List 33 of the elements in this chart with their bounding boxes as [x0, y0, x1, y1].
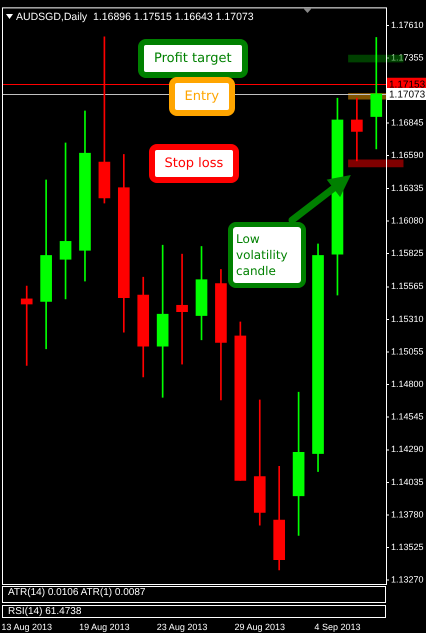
y-tick-label: 1.14290 — [391, 444, 424, 454]
band-label: Stop loss — [148, 144, 240, 183]
y-tick-label: 1.16590 — [391, 150, 424, 160]
y-tick-label: 1.15310 — [391, 314, 424, 324]
y-tick-label: 1.17355 — [391, 52, 424, 62]
x-tick-label: 29 Aug 2013 — [234, 622, 286, 632]
candlestick — [176, 254, 188, 364]
x-tick-label: 13 Aug 2013 — [1, 622, 52, 632]
callout-box: Low volatility candle — [228, 222, 306, 288]
band-label: Profit target — [138, 39, 248, 78]
y-tick-label: 1.14035 — [391, 476, 424, 487]
y-tick-label: 1.15565 — [391, 281, 424, 292]
chart-title: AUDSGD,Daily 1.16896 1.17515 1.16643 1.17073 — [16, 11, 254, 24]
y-tick-label: 1.16845 — [391, 118, 424, 128]
candlestick — [60, 142, 72, 300]
x-tick-label: 19 Aug 2013 — [79, 622, 130, 632]
y-tick-label: 1.15825 — [391, 248, 424, 258]
band-label: Entry — [168, 76, 236, 116]
x-tick-label: 4 Sep 2013 — [314, 622, 360, 632]
y-tick-label: 1.14800 — [391, 379, 424, 390]
y-tick-label: 1.16080 — [391, 215, 424, 226]
y-tick-label: 1.13270 — [391, 574, 424, 585]
y-tick-label: 1.14545 — [391, 412, 424, 422]
text: ATR(14) 0.0106 ATR(1) 0.0087 — [2, 586, 386, 603]
ref-line-label: 1.17073 — [389, 90, 426, 101]
x-tick-label: 23 Aug 2013 — [156, 622, 208, 632]
ref-line-label: 1.17153 — [389, 79, 426, 90]
y-tick-label: 1.13525 — [391, 542, 424, 552]
y-tick-label: 1.16335 — [391, 182, 424, 193]
y-tick-label: 1.13780 — [391, 509, 424, 520]
y-tick-label: 1.15055 — [391, 346, 424, 356]
text: RSI(14) 61.4738 — [2, 605, 386, 618]
y-tick-label: 1.17610 — [391, 20, 424, 30]
